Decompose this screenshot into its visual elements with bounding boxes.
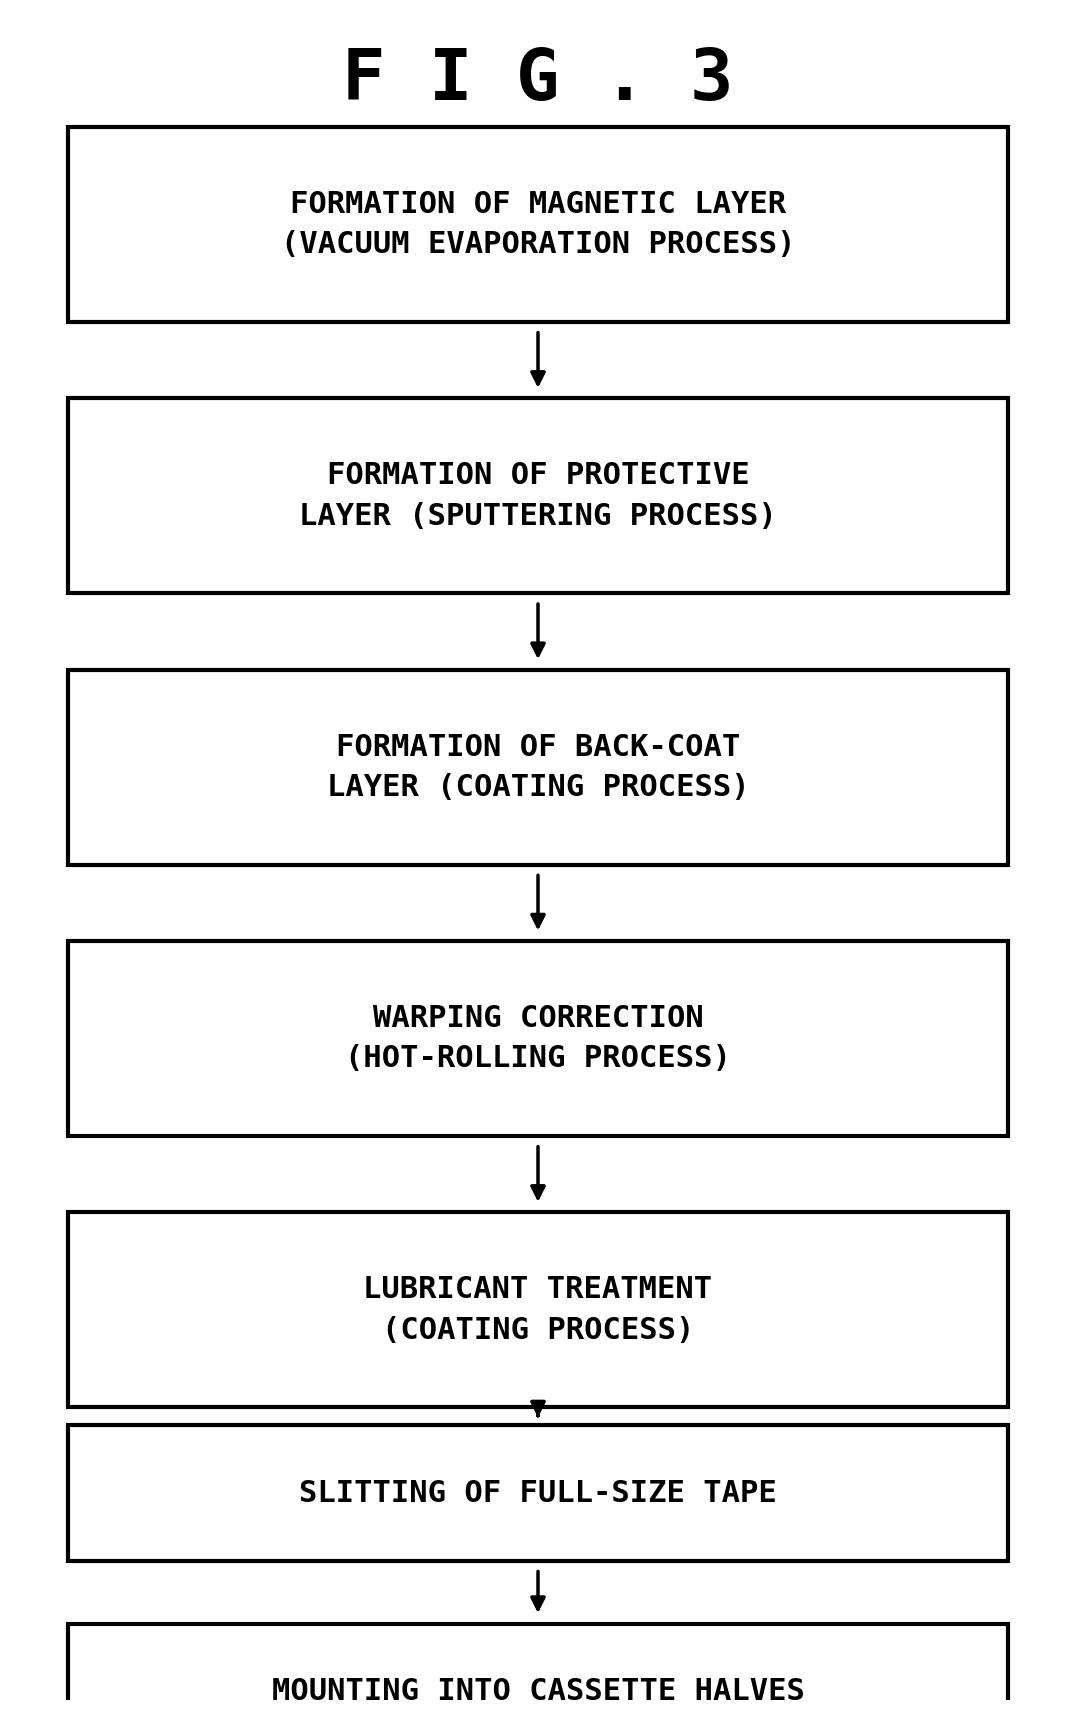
Text: FORMATION OF MAGNETIC LAYER
(VACUUM EVAPORATION PROCESS): FORMATION OF MAGNETIC LAYER (VACUUM EVAP… [281,190,795,259]
Text: MOUNTING INTO CASSETTE HALVES: MOUNTING INTO CASSETTE HALVES [271,1678,805,1705]
Text: FORMATION OF PROTECTIVE
LAYER (SPUTTERING PROCESS): FORMATION OF PROTECTIVE LAYER (SPUTTERIN… [299,461,777,531]
Text: FORMATION OF BACK-COAT
LAYER (COATING PROCESS): FORMATION OF BACK-COAT LAYER (COATING PR… [327,733,749,801]
Text: LUBRICANT TREATMENT
(COATING PROCESS): LUBRICANT TREATMENT (COATING PROCESS) [364,1275,712,1344]
Text: F I G . 3: F I G . 3 [342,46,734,115]
Text: WARPING CORRECTION
(HOT-ROLLING PROCESS): WARPING CORRECTION (HOT-ROLLING PROCESS) [345,1003,731,1073]
Bar [68,1424,1008,1561]
Bar [68,669,1008,865]
Bar [68,1623,1008,1712]
Bar [68,1212,1008,1407]
Bar [68,399,1008,594]
Bar [68,127,1008,322]
Text: SLITTING OF FULL-SIZE TAPE: SLITTING OF FULL-SIZE TAPE [299,1479,777,1508]
Bar [68,942,1008,1137]
